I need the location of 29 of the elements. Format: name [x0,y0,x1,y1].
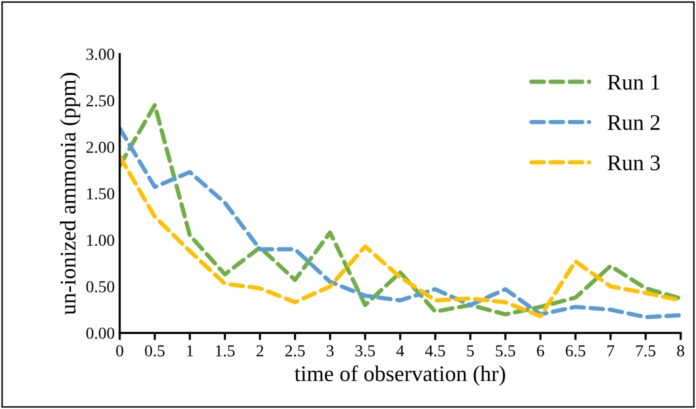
x-tick-label: 5 [467,345,474,356]
x-tick-label: 6.5 [566,345,586,357]
x-tick-label: 3.5 [356,345,375,357]
y-tick-label: 0.50 [86,281,114,292]
x-tick-label: 4 [396,345,404,356]
x-tick-label: 4.5 [425,345,446,357]
legend-label: Run 1 [608,74,660,90]
y-tick-label: 1.50 [87,188,114,200]
legend-label: Run 3 [608,155,660,170]
x-tick-label: 8 [677,345,684,356]
y-tick-label: 2.00 [86,142,114,153]
y-tick-label: 3.00 [86,48,114,60]
y-axis-title: un-ionized ammonia (ppm) [60,72,80,315]
legend-label: Run 2 [608,115,660,130]
x-tick-label: 1 [187,345,193,356]
x-tick-label: 2.5 [285,345,305,357]
x-tick-label: 1.5 [216,345,235,357]
x-tick-label: 7 [608,345,614,356]
x-axis-title: time of observation (hr) [294,365,506,386]
x-tick-label: 0 [116,345,124,356]
y-tick-label: 0.00 [86,328,114,339]
x-tick-label: 5.5 [496,345,516,357]
y-tick-label: 1.00 [87,234,114,246]
y-tick-label: 2.50 [86,95,114,106]
x-tick-label: 0.5 [144,345,165,357]
x-tick-label: 3 [326,345,334,356]
x-tick-label: 7.5 [636,345,656,357]
x-tick-label: 2 [256,345,264,356]
x-tick-label: 6 [536,345,544,356]
